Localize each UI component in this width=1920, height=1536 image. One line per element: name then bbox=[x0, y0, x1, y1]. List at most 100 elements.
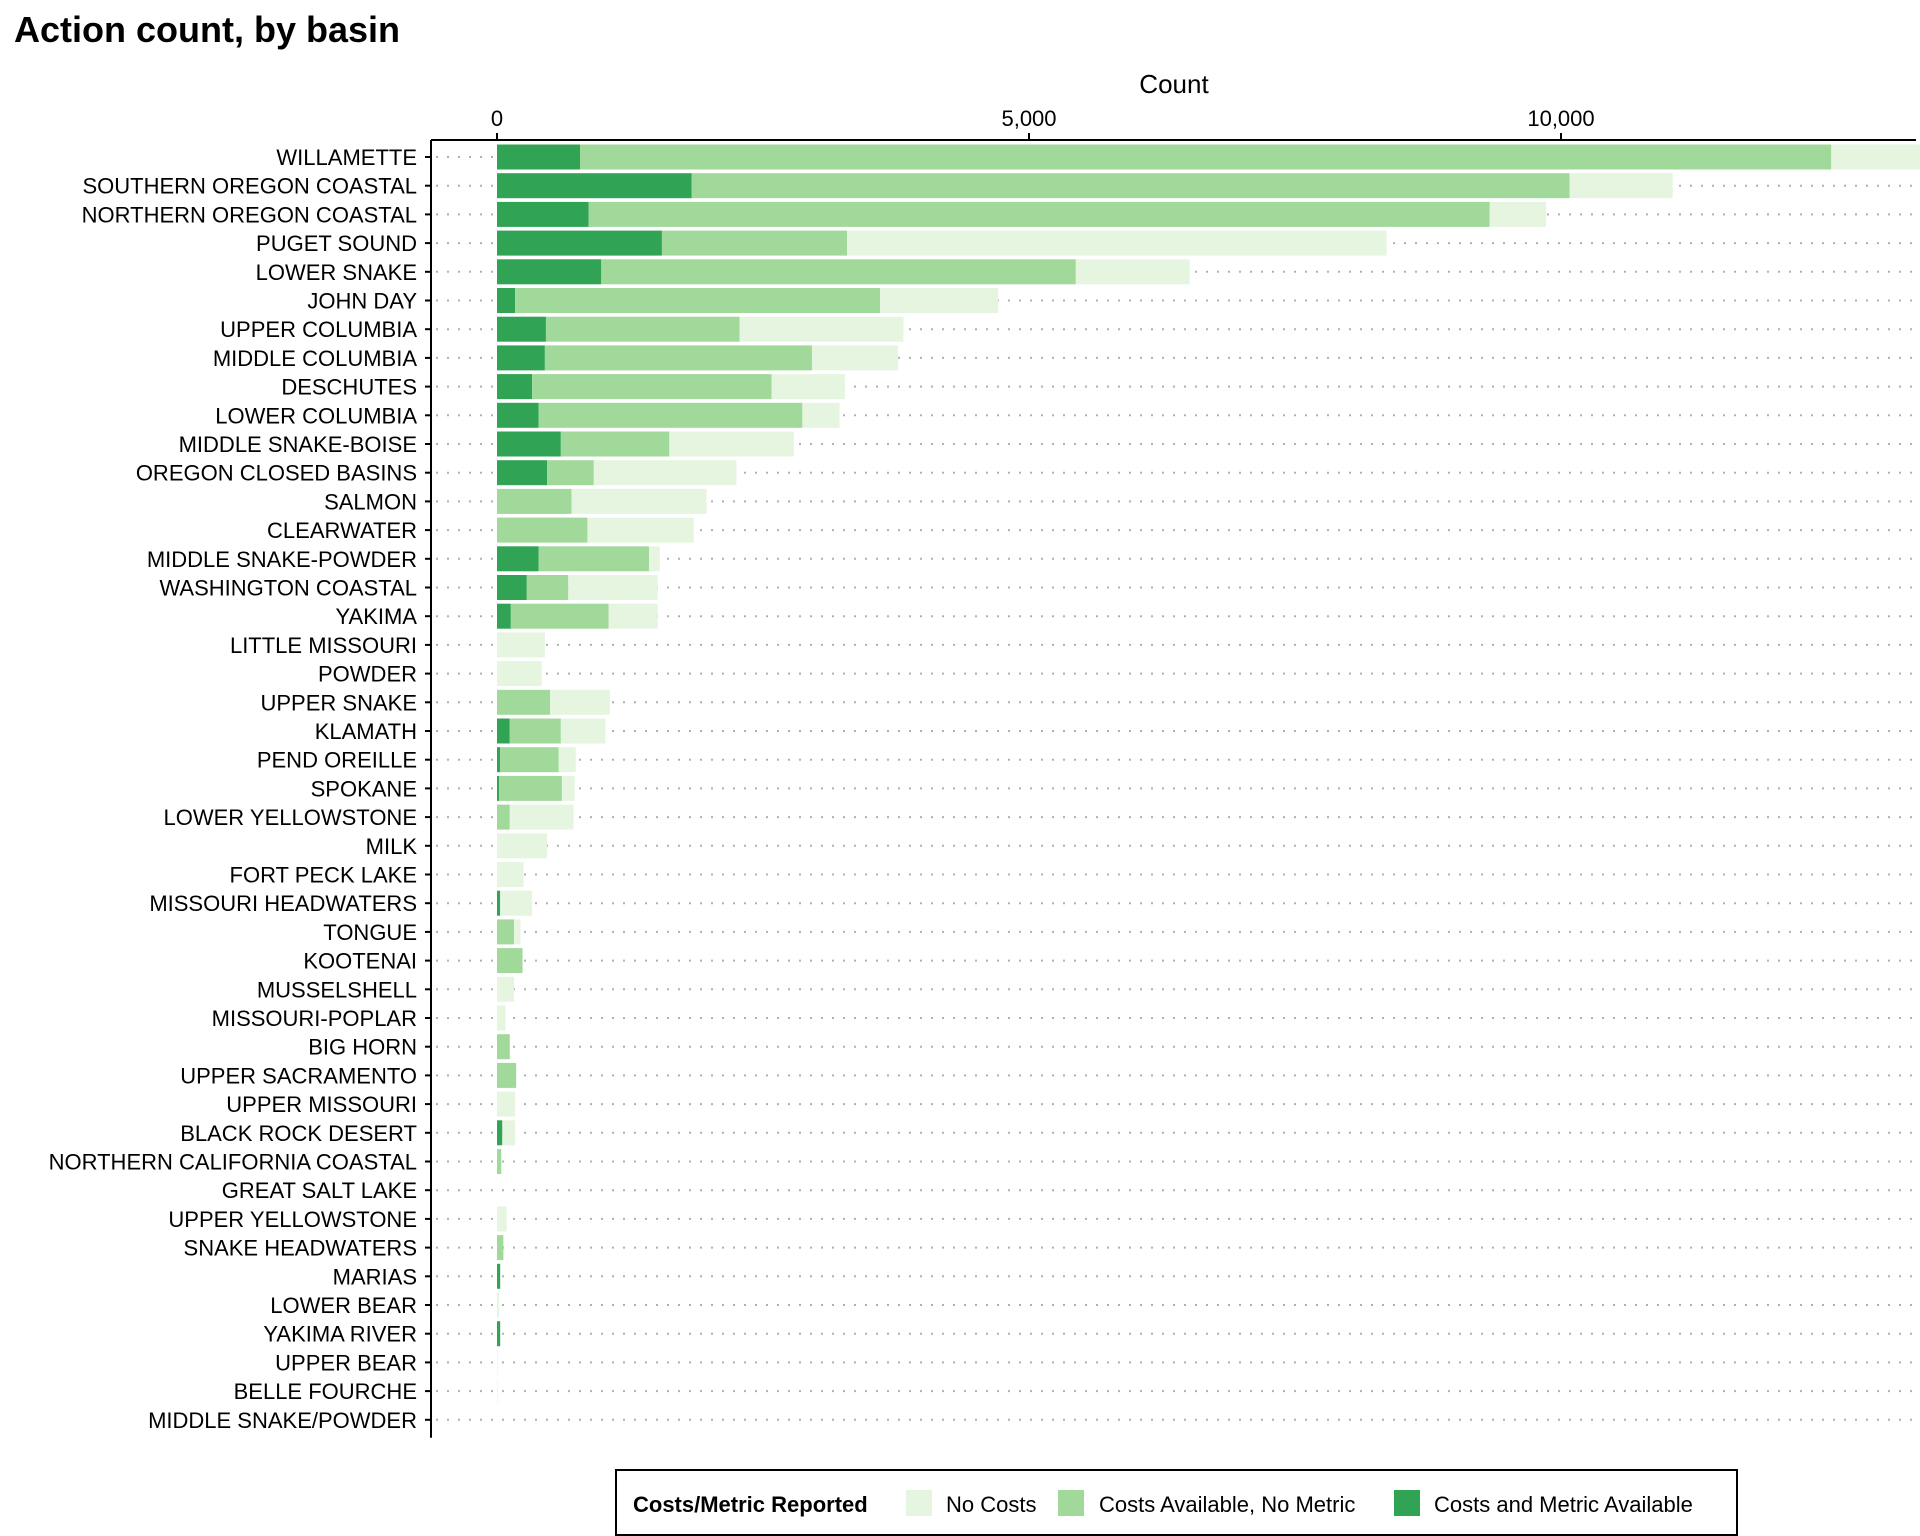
bar-yakima-costs-and-metric-available bbox=[497, 603, 511, 629]
bar-middle-snake-powder-no-costs bbox=[649, 546, 660, 572]
bar-pend-oreille-costs-available-no-metric bbox=[500, 747, 559, 773]
category-label-salmon: SALMON bbox=[324, 489, 417, 514]
bar-upper-bear-no-costs bbox=[497, 1349, 498, 1375]
category-label-middle-snake-powder: MIDDLE SNAKE-POWDER bbox=[147, 547, 417, 572]
bar-kootenai-costs-available-no-metric bbox=[497, 948, 523, 974]
bar-spokane-costs-available-no-metric bbox=[499, 775, 562, 801]
category-label-klamath: KLAMATH bbox=[315, 719, 417, 744]
bar-missouri-poplar-no-costs bbox=[497, 1005, 506, 1031]
legend-swatch-costs-no-metric bbox=[1058, 1490, 1084, 1516]
bar-puget-sound-costs-available-no-metric bbox=[661, 230, 848, 256]
category-label-southern-oregon-coastal: SOUTHERN OREGON COASTAL bbox=[82, 174, 417, 199]
bar-klamath-costs-and-metric-available bbox=[497, 718, 510, 744]
bar-clearwater-costs-available-no-metric bbox=[497, 517, 588, 543]
category-label-middle-snake-boise: MIDDLE SNAKE-BOISE bbox=[179, 432, 417, 457]
category-label-little-missouri: LITTLE MISSOURI bbox=[230, 633, 417, 658]
bar-upper-columbia-costs-available-no-metric bbox=[545, 316, 740, 342]
bar-snake-headwaters-costs-available-no-metric bbox=[497, 1235, 504, 1261]
legend-label-costs-no-metric: Costs Available, No Metric bbox=[1099, 1492, 1355, 1517]
bar-deschutes-costs-available-no-metric bbox=[532, 374, 772, 400]
category-label-upper-bear: UPPER BEAR bbox=[275, 1350, 417, 1375]
bar-yakima-river-costs-and-metric-available bbox=[497, 1321, 501, 1347]
bar-upper-columbia-costs-and-metric-available bbox=[497, 316, 546, 342]
bar-lower-columbia-no-costs bbox=[802, 402, 840, 428]
category-labels: WILLAMETTE SOUTHERN OREGON COASTAL NORTHER… bbox=[49, 145, 431, 1433]
bar-washington-coastal-no-costs bbox=[568, 575, 658, 600]
bar-belle-fourche-no-costs bbox=[497, 1378, 498, 1404]
legend-swatch-no-costs bbox=[906, 1490, 932, 1516]
category-label-yakima: YAKIMA bbox=[335, 604, 417, 629]
bar-upper-snake-no-costs bbox=[550, 689, 610, 715]
bar-marias-costs-and-metric-available bbox=[497, 1263, 501, 1289]
category-label-northern-california-coastal: NORTHERN CALIFORNIA COASTAL bbox=[49, 1150, 417, 1175]
bar-willamette-no-costs bbox=[1831, 144, 1920, 170]
bar-northern-california-coastal-costs-available-no-metric bbox=[497, 1149, 502, 1174]
bar-yakima-no-costs bbox=[608, 603, 658, 629]
x-axis-title: Count bbox=[1139, 69, 1209, 99]
bar-washington-coastal-costs-available-no-metric bbox=[526, 575, 569, 600]
bar-little-missouri-no-costs bbox=[497, 632, 545, 658]
bar-deschutes-costs-and-metric-available bbox=[497, 374, 533, 400]
chart-title: Action count, by basin bbox=[14, 9, 400, 50]
bar-middle-columbia-no-costs bbox=[811, 345, 899, 371]
category-label-upper-missouri: UPPER MISSOURI bbox=[226, 1092, 417, 1117]
category-label-deschutes: DESCHUTES bbox=[281, 375, 417, 400]
bar-fort-peck-lake-no-costs bbox=[497, 862, 524, 887]
bar-washington-coastal-costs-and-metric-available bbox=[497, 575, 527, 600]
bar-lower-snake-costs-available-no-metric bbox=[601, 259, 1076, 285]
bar-john-day-no-costs bbox=[880, 288, 999, 313]
category-label-oregon-closed-basins: OREGON CLOSED BASINS bbox=[136, 461, 417, 486]
category-label-great-salt-lake: GREAT SALT LAKE bbox=[222, 1178, 417, 1203]
bar-upper-snake-costs-available-no-metric bbox=[497, 689, 551, 715]
bar-deschutes-no-costs bbox=[771, 374, 845, 400]
bar-willamette-costs-available-no-metric bbox=[579, 144, 1832, 170]
bar-spokane-costs-and-metric-available bbox=[497, 775, 500, 801]
category-label-big-horn: BIG HORN bbox=[308, 1035, 417, 1060]
category-label-northern-oregon-coastal: NORTHERN OREGON COASTAL bbox=[82, 202, 417, 227]
bar-middle-snake-powder-costs-available-no-metric bbox=[538, 546, 650, 572]
bar-lower-snake-costs-and-metric-available bbox=[497, 259, 602, 285]
x-tick-label-0: 0 bbox=[491, 106, 503, 131]
category-label-tongue: TONGUE bbox=[323, 920, 417, 945]
category-label-spokane: SPOKANE bbox=[311, 776, 417, 801]
bar-upper-sacramento-costs-available-no-metric bbox=[497, 1062, 517, 1088]
bar-puget-sound-no-costs bbox=[847, 230, 1387, 256]
bar-middle-snake-boise-no-costs bbox=[669, 431, 794, 457]
bar-black-rock-desert-costs-and-metric-available bbox=[497, 1120, 503, 1146]
bar-willamette-costs-and-metric-available bbox=[497, 144, 580, 170]
bar-musselshell-no-costs bbox=[497, 976, 515, 1002]
bar-pend-oreille-costs-and-metric-available bbox=[497, 747, 501, 773]
bar-middle-snake-boise-costs-available-no-metric bbox=[560, 431, 670, 457]
bar-john-day-costs-available-no-metric bbox=[515, 288, 881, 313]
bar-middle-snake-boise-costs-and-metric-available bbox=[497, 431, 561, 457]
bar-lower-yellowstone-costs-available-no-metric bbox=[497, 804, 510, 830]
legend-label-no-costs: No Costs bbox=[946, 1492, 1036, 1517]
bar-clearwater-no-costs bbox=[587, 517, 694, 543]
bar-missouri-headwaters-costs-and-metric-available bbox=[497, 890, 501, 916]
category-label-missouri-poplar: MISSOURI-POPLAR bbox=[212, 1006, 417, 1031]
bar-lower-bear-no-costs bbox=[497, 1292, 500, 1318]
bar-southern-oregon-coastal-no-costs bbox=[1569, 173, 1673, 199]
category-label-washington-coastal: WASHINGTON COASTAL bbox=[159, 576, 417, 601]
bar-lower-yellowstone-no-costs bbox=[509, 804, 574, 830]
category-label-fort-peck-lake: FORT PECK LAKE bbox=[230, 863, 417, 888]
category-label-upper-sacramento: UPPER SACRAMENTO bbox=[180, 1063, 417, 1088]
bar-puget-sound-costs-and-metric-available bbox=[497, 230, 662, 256]
bar-lower-columbia-costs-and-metric-available bbox=[497, 402, 539, 428]
category-label-upper-columbia: UPPER COLUMBIA bbox=[220, 317, 417, 342]
legend-box bbox=[615, 1469, 1738, 1536]
bar-salmon-no-costs bbox=[571, 488, 707, 514]
bar-pend-oreille-no-costs bbox=[558, 747, 576, 773]
bar-northern-oregon-coastal-no-costs bbox=[1489, 201, 1547, 227]
bars bbox=[497, 144, 1920, 1404]
category-label-upper-yellowstone: UPPER YELLOWSTONE bbox=[168, 1207, 417, 1232]
legend: Costs/Metric Reported No Costs Costs Ava… bbox=[615, 1469, 1738, 1536]
legend-swatch-costs-and-metric bbox=[1394, 1490, 1420, 1516]
bar-klamath-no-costs bbox=[560, 718, 606, 744]
bar-salmon-costs-available-no-metric bbox=[497, 488, 572, 514]
bar-tongue-costs-available-no-metric bbox=[497, 919, 515, 945]
category-label-middle-snake-powder: MIDDLE SNAKE/POWDER bbox=[148, 1408, 417, 1433]
bar-middle-columbia-costs-available-no-metric bbox=[544, 345, 812, 371]
bar-lower-columbia-costs-available-no-metric bbox=[538, 402, 803, 428]
